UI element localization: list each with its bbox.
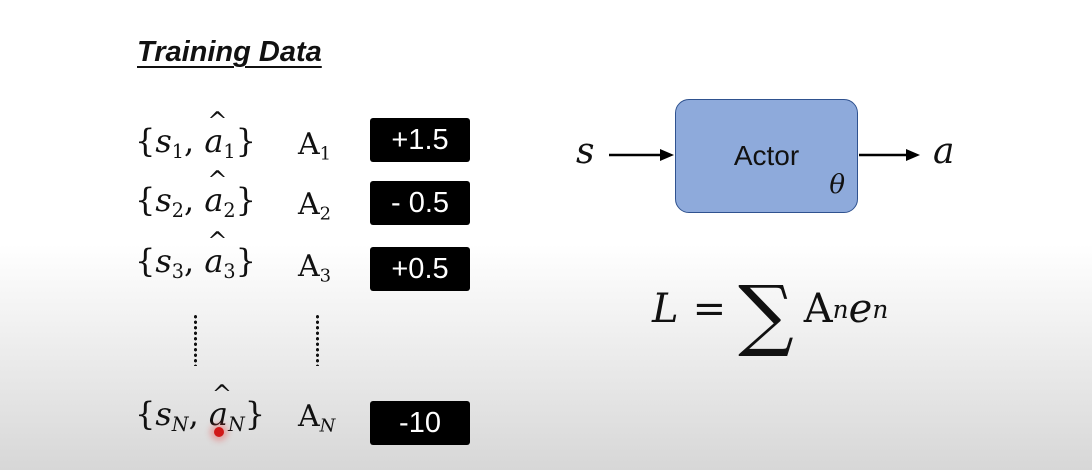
error-term-symbol: e (848, 286, 873, 332)
advantage-symbol: A (298, 127, 320, 162)
advantage-3: A3 (298, 252, 358, 285)
advantage-symbol: A (298, 399, 320, 434)
action-hat-symbol: a (204, 229, 227, 277)
advantage-n: AN (298, 402, 358, 435)
action-index: 3 (223, 259, 236, 283)
state-index: 1 (171, 139, 184, 163)
action-index: 1 (223, 139, 236, 163)
data-pair-n: {sN, aN} (135, 382, 285, 436)
data-pair-3: {s3, a3} (135, 229, 285, 283)
error-term-index: n (872, 294, 889, 324)
loss-symbol: L (652, 286, 679, 332)
state-index: 2 (171, 198, 184, 222)
actor-output-symbol: a (933, 131, 955, 172)
section-title: Training Data (137, 36, 322, 68)
data-pair-1: {s1, a1} (135, 109, 285, 163)
advantage-value-badge-3: +0.5 (370, 247, 470, 291)
advantage-index: N (319, 415, 336, 437)
advantage-value-badge-1: +1.5 (370, 118, 470, 162)
cursor-pointer-icon (214, 427, 224, 437)
state-index: 3 (171, 259, 184, 283)
equals-sign: = (692, 286, 727, 332)
advantage-term-index: n (832, 294, 849, 324)
vertical-ellipsis-advantages (316, 314, 319, 366)
actor-box: Actor θ (675, 99, 858, 213)
output-arrow (859, 149, 920, 161)
actor-input-symbol: s (576, 131, 595, 172)
action-index: 2 (223, 198, 236, 222)
advantage-value-badge-2: - 0.5 (370, 181, 470, 225)
advantage-index: 3 (319, 265, 332, 287)
advantage-symbol: A (298, 249, 320, 284)
action-hat-symbol: a (204, 168, 227, 216)
advantage-term-symbol: A (803, 286, 833, 332)
advantage-2: A2 (298, 190, 358, 223)
summation-sign: ∑ (738, 270, 794, 360)
actor-label: Actor (733, 140, 800, 171)
state-symbol: s (155, 242, 172, 280)
vertical-ellipsis-pairs (194, 314, 197, 366)
actor-parameter-theta: θ (829, 170, 845, 200)
advantage-symbol: A (298, 187, 320, 222)
input-arrow (609, 149, 674, 161)
advantage-value-badge-n: -10 (370, 401, 470, 445)
state-symbol: s (155, 122, 172, 160)
action-hat-symbol: a (204, 109, 227, 157)
state-symbol: s (155, 395, 172, 433)
action-hat-symbol: a (209, 382, 232, 430)
state-symbol: s (155, 181, 172, 219)
advantage-index: 2 (319, 203, 332, 225)
action-index: N (228, 412, 245, 436)
data-pair-2: {s2, a2} (135, 168, 285, 222)
advantage-index: 1 (319, 143, 332, 165)
state-index: N (171, 412, 189, 436)
advantage-1: A1 (298, 130, 358, 163)
